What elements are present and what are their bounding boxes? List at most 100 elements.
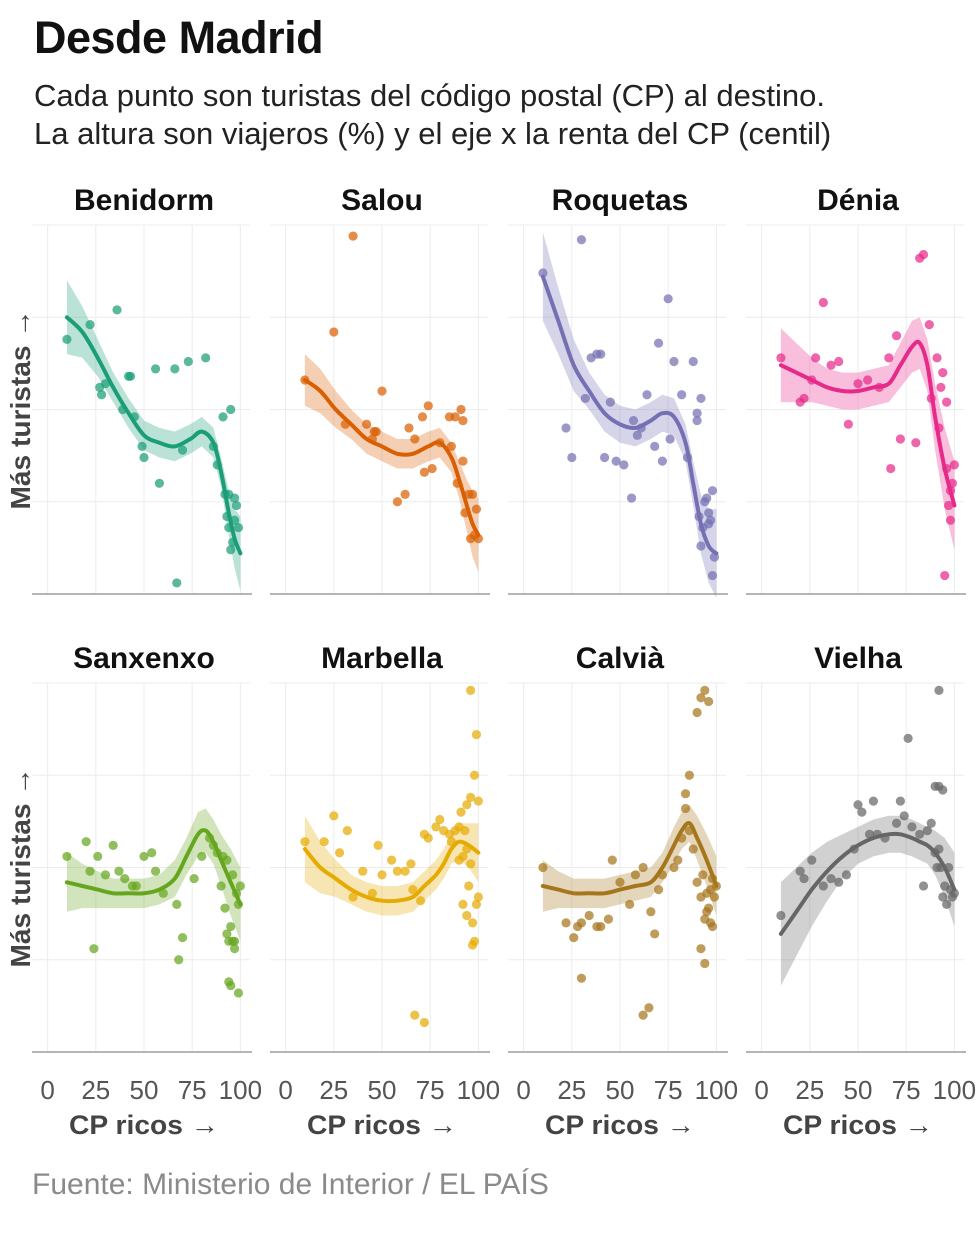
data-point <box>154 478 165 488</box>
data-point <box>335 848 345 858</box>
x-tick-label: 100 <box>457 1075 500 1105</box>
x-tick-label: 100 <box>219 1075 262 1105</box>
confidence-band <box>780 317 955 550</box>
fit-line <box>302 839 481 904</box>
panel-title: Sanxenxo <box>73 642 215 675</box>
data-point <box>97 390 107 400</box>
x-tick-label: 0 <box>40 1075 54 1105</box>
data-point <box>924 320 934 330</box>
data-point <box>626 493 637 503</box>
data-point <box>669 862 679 873</box>
data-point <box>698 870 708 880</box>
data-point <box>632 430 642 440</box>
y-axis-label: Más turistas → <box>5 310 36 510</box>
x-tick-label: 75 <box>654 1075 683 1105</box>
fit-line <box>302 378 481 537</box>
data-point <box>450 412 460 422</box>
data-point <box>650 929 660 939</box>
data-point <box>233 988 244 998</box>
data-point <box>462 910 472 921</box>
data-point <box>471 504 482 514</box>
data-point <box>702 493 712 503</box>
data-point <box>392 497 403 507</box>
data-point <box>650 441 660 451</box>
data-point <box>709 892 720 902</box>
chart-subtitle-line-2: La altura son viajeros (%) y el eje x la… <box>34 116 832 151</box>
data-point <box>776 353 786 363</box>
data-point <box>932 353 942 363</box>
data-point <box>81 837 91 847</box>
data-point <box>473 534 483 544</box>
data-point <box>945 515 956 525</box>
data-point <box>799 393 809 404</box>
data-point <box>233 522 244 533</box>
panel-benidorm: Benidorm Más turistas → <box>5 184 252 595</box>
data-point <box>918 249 929 260</box>
data-point <box>943 500 954 511</box>
confidence-band <box>304 354 479 572</box>
x-tick-label: 50 <box>844 1075 873 1105</box>
data-point <box>949 888 959 898</box>
x-axis-label: CP ricos → <box>69 1110 219 1140</box>
data-point <box>458 415 468 426</box>
data-point <box>467 940 478 950</box>
data-point <box>406 859 416 869</box>
x-tick-label: 0 <box>278 1075 292 1105</box>
data-point <box>137 441 147 451</box>
data-point <box>596 349 606 359</box>
data-point <box>226 545 236 555</box>
data-point <box>576 973 587 983</box>
data-point <box>911 438 921 448</box>
data-point <box>795 866 805 876</box>
data-point <box>108 840 118 850</box>
data-point <box>125 371 136 381</box>
data-point <box>692 415 702 426</box>
data-point <box>473 892 483 902</box>
data-point <box>922 826 932 836</box>
data-point <box>584 910 594 921</box>
x-tick-label: 75 <box>416 1075 445 1105</box>
data-point <box>642 390 652 400</box>
data-point <box>408 885 418 895</box>
data-point <box>938 368 948 378</box>
chart-subtitle-line-1: Cada punto son turistas del código posta… <box>34 78 825 113</box>
data-point <box>466 859 476 869</box>
data-point <box>696 541 706 551</box>
confidence-band <box>542 232 717 598</box>
panel-dénia: Dénia <box>746 184 966 595</box>
data-point <box>197 851 207 862</box>
data-point <box>826 873 836 884</box>
data-point <box>462 800 472 810</box>
data-point <box>807 855 817 865</box>
data-point <box>868 796 879 806</box>
fit-line <box>64 828 243 907</box>
data-point <box>458 456 468 466</box>
x-axis-label: CP ricos → <box>545 1110 695 1140</box>
data-point <box>62 851 72 862</box>
data-point <box>596 921 606 932</box>
data-point <box>431 822 441 832</box>
data-point <box>567 452 577 463</box>
data-point <box>150 866 161 876</box>
data-point <box>329 811 339 821</box>
data-point <box>348 231 358 241</box>
data-point <box>936 382 946 392</box>
data-point <box>419 1017 429 1028</box>
data-point <box>100 870 111 880</box>
data-point <box>605 397 615 407</box>
x-tick-label: 0 <box>754 1075 768 1105</box>
x-tick-label: 75 <box>892 1075 921 1105</box>
data-point <box>319 837 329 847</box>
x-tick-label: 50 <box>368 1075 397 1105</box>
data-point <box>707 921 718 932</box>
data-point <box>222 929 232 939</box>
data-point <box>702 907 712 917</box>
confidence-band <box>66 808 241 942</box>
data-point <box>147 848 157 858</box>
data-point <box>139 452 149 463</box>
x-tick-label: 0 <box>516 1075 530 1105</box>
data-point <box>170 364 180 374</box>
data-point <box>226 980 236 991</box>
